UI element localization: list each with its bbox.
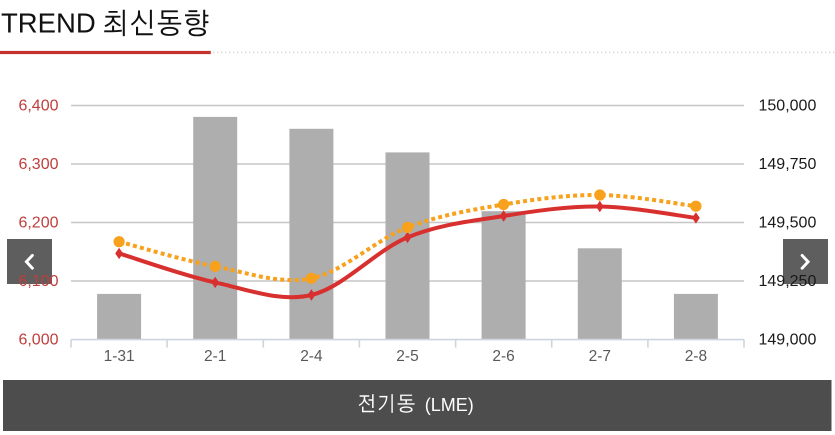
svg-text:1-31: 1-31 [104,348,135,365]
svg-text:2-8: 2-8 [685,348,707,365]
svg-text:(LME): (LME) [425,395,474,415]
svg-text:150,000: 150,000 [759,97,817,114]
svg-text:2-1: 2-1 [204,348,226,365]
svg-text:2-6: 2-6 [492,348,514,365]
svg-text:TREND: TREND [1,8,96,39]
svg-text:6,400: 6,400 [18,97,58,114]
svg-text:2-4: 2-4 [300,348,323,365]
svg-text:149,250: 149,250 [759,273,817,290]
svg-text:6,200: 6,200 [18,214,58,231]
svg-text:149,750: 149,750 [759,156,817,173]
svg-text:2-5: 2-5 [396,348,418,365]
svg-text:149,500: 149,500 [759,214,817,231]
svg-text:6,100: 6,100 [18,273,58,290]
svg-text:6,000: 6,000 [18,331,58,348]
svg-text:6,300: 6,300 [18,156,58,173]
svg-text:149,000: 149,000 [759,331,817,348]
svg-text:2-7: 2-7 [589,348,611,365]
